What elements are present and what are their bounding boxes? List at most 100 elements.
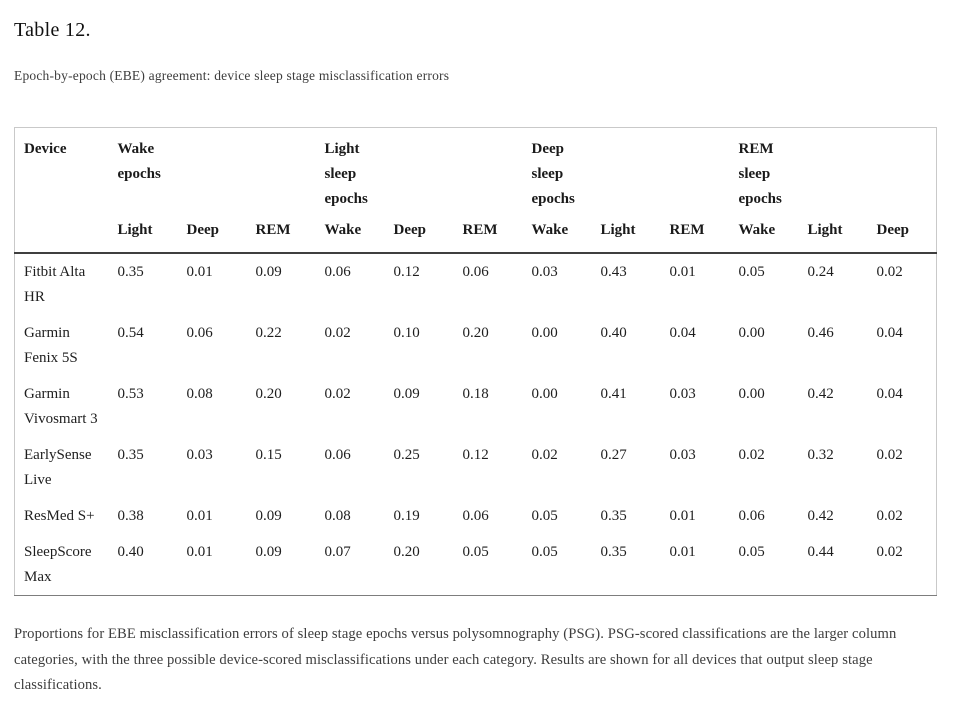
value-cell: 0.00 [531, 386, 558, 402]
value-cell: 0.41 [600, 386, 627, 402]
column-subheader: Deep [186, 222, 220, 238]
device-cell: Fitbit Alta HR [24, 264, 86, 305]
column-subheader: REM [255, 222, 291, 238]
value-cell: 0.06 [462, 264, 489, 280]
column-subheader: Wake [531, 222, 569, 238]
table-row: EarlySense Live 0.35 0.03 0.15 0.06 0.25… [15, 437, 937, 498]
value-cell: 0.35 [117, 264, 144, 280]
value-cell: 0.02 [876, 447, 903, 463]
value-cell: 0.27 [600, 447, 627, 463]
value-cell: 0.35 [600, 508, 627, 524]
value-cell: 0.04 [876, 386, 903, 402]
value-cell: 0.05 [462, 544, 489, 560]
value-cell: 0.22 [255, 325, 282, 341]
column-subheader: REM [669, 222, 705, 238]
device-cell: Garmin Fenix 5S [24, 325, 78, 366]
value-cell: 0.15 [255, 447, 282, 463]
column-subheader: Wake [738, 222, 776, 238]
value-cell: 0.08 [324, 508, 351, 524]
value-cell: 0.02 [876, 508, 903, 524]
column-group-rem-sleep-epochs: REM sleep epochs [730, 128, 937, 213]
value-cell: 0.02 [531, 447, 558, 463]
column-subheader: Deep [876, 222, 910, 238]
value-cell: 0.06 [324, 264, 351, 280]
value-cell: 0.20 [462, 325, 489, 341]
value-cell: 0.05 [738, 264, 765, 280]
value-cell: 0.20 [255, 386, 282, 402]
table-row: ResMed S+ 0.38 0.01 0.09 0.08 0.19 0.06 … [15, 498, 937, 534]
value-cell: 0.46 [807, 325, 834, 341]
value-cell: 0.12 [462, 447, 489, 463]
value-cell: 0.19 [393, 508, 420, 524]
device-cell: ResMed S+ [24, 508, 95, 524]
value-cell: 0.43 [600, 264, 627, 280]
value-cell: 0.03 [186, 447, 213, 463]
value-cell: 0.01 [669, 264, 696, 280]
device-cell: SleepScore Max [24, 544, 92, 585]
value-cell: 0.05 [531, 508, 558, 524]
column-group-label: REM sleep epochs [738, 141, 782, 207]
table-row: Garmin Fenix 5S 0.54 0.06 0.22 0.02 0.10… [15, 315, 937, 376]
value-cell: 0.03 [669, 386, 696, 402]
column-group-wake-epochs: Wake epochs [109, 128, 316, 213]
value-cell: 0.08 [186, 386, 213, 402]
column-group-light-sleep-epochs: Light sleep epochs [316, 128, 523, 213]
column-group-deep-sleep-epochs: Deep sleep epochs [523, 128, 730, 213]
value-cell: 0.02 [324, 325, 351, 341]
table-caption: Proportions for EBE misclassification er… [14, 626, 897, 693]
value-cell: 0.38 [117, 508, 144, 524]
value-cell: 0.02 [876, 264, 903, 280]
value-cell: 0.12 [393, 264, 420, 280]
table-row: SleepScore Max 0.40 0.01 0.09 0.07 0.20 … [15, 534, 937, 596]
column-subheader: Light [117, 222, 153, 238]
value-cell: 0.40 [600, 325, 627, 341]
group-header-row: Device Wake epochs Light sleep epochs De… [15, 128, 937, 213]
table-title: Table 12. [14, 19, 91, 41]
value-cell: 0.06 [738, 508, 765, 524]
value-cell: 0.04 [876, 325, 903, 341]
value-cell: 0.02 [738, 447, 765, 463]
misclassification-table: Device Wake epochs Light sleep epochs De… [14, 127, 938, 596]
value-cell: 0.35 [600, 544, 627, 560]
table-row: Fitbit Alta HR 0.35 0.01 0.09 0.06 0.12 … [15, 253, 937, 315]
value-cell: 0.01 [186, 264, 213, 280]
column-header-device: Device [24, 141, 67, 157]
value-cell: 0.01 [669, 508, 696, 524]
value-cell: 0.42 [807, 508, 834, 524]
value-cell: 0.20 [393, 544, 420, 560]
column-subheader: Deep [393, 222, 427, 238]
value-cell: 0.09 [393, 386, 420, 402]
value-cell: 0.03 [669, 447, 696, 463]
value-cell: 0.42 [807, 386, 834, 402]
value-cell: 0.25 [393, 447, 420, 463]
value-cell: 0.09 [255, 508, 282, 524]
value-cell: 0.04 [669, 325, 696, 341]
value-cell: 0.54 [117, 325, 144, 341]
table-row: Garmin Vivosmart 3 0.53 0.08 0.20 0.02 0… [15, 376, 937, 437]
value-cell: 0.18 [462, 386, 489, 402]
value-cell: 0.06 [462, 508, 489, 524]
value-cell: 0.01 [186, 544, 213, 560]
value-cell: 0.03 [531, 264, 558, 280]
value-cell: 0.07 [324, 544, 351, 560]
column-subheader: Wake [324, 222, 362, 238]
value-cell: 0.00 [738, 386, 765, 402]
value-cell: 0.06 [324, 447, 351, 463]
value-cell: 0.09 [255, 544, 282, 560]
value-cell: 0.02 [876, 544, 903, 560]
column-group-label: Wake epochs [117, 141, 161, 182]
value-cell: 0.32 [807, 447, 834, 463]
value-cell: 0.05 [531, 544, 558, 560]
value-cell: 0.01 [669, 544, 696, 560]
value-cell: 0.24 [807, 264, 834, 280]
value-cell: 0.00 [738, 325, 765, 341]
device-cell: EarlySense Live [24, 447, 92, 488]
value-cell: 0.09 [255, 264, 282, 280]
value-cell: 0.06 [186, 325, 213, 341]
column-group-label: Deep sleep epochs [531, 141, 575, 207]
value-cell: 0.02 [324, 386, 351, 402]
value-cell: 0.00 [531, 325, 558, 341]
table-header: Device Wake epochs Light sleep epochs De… [14, 128, 937, 253]
value-cell: 0.05 [738, 544, 765, 560]
